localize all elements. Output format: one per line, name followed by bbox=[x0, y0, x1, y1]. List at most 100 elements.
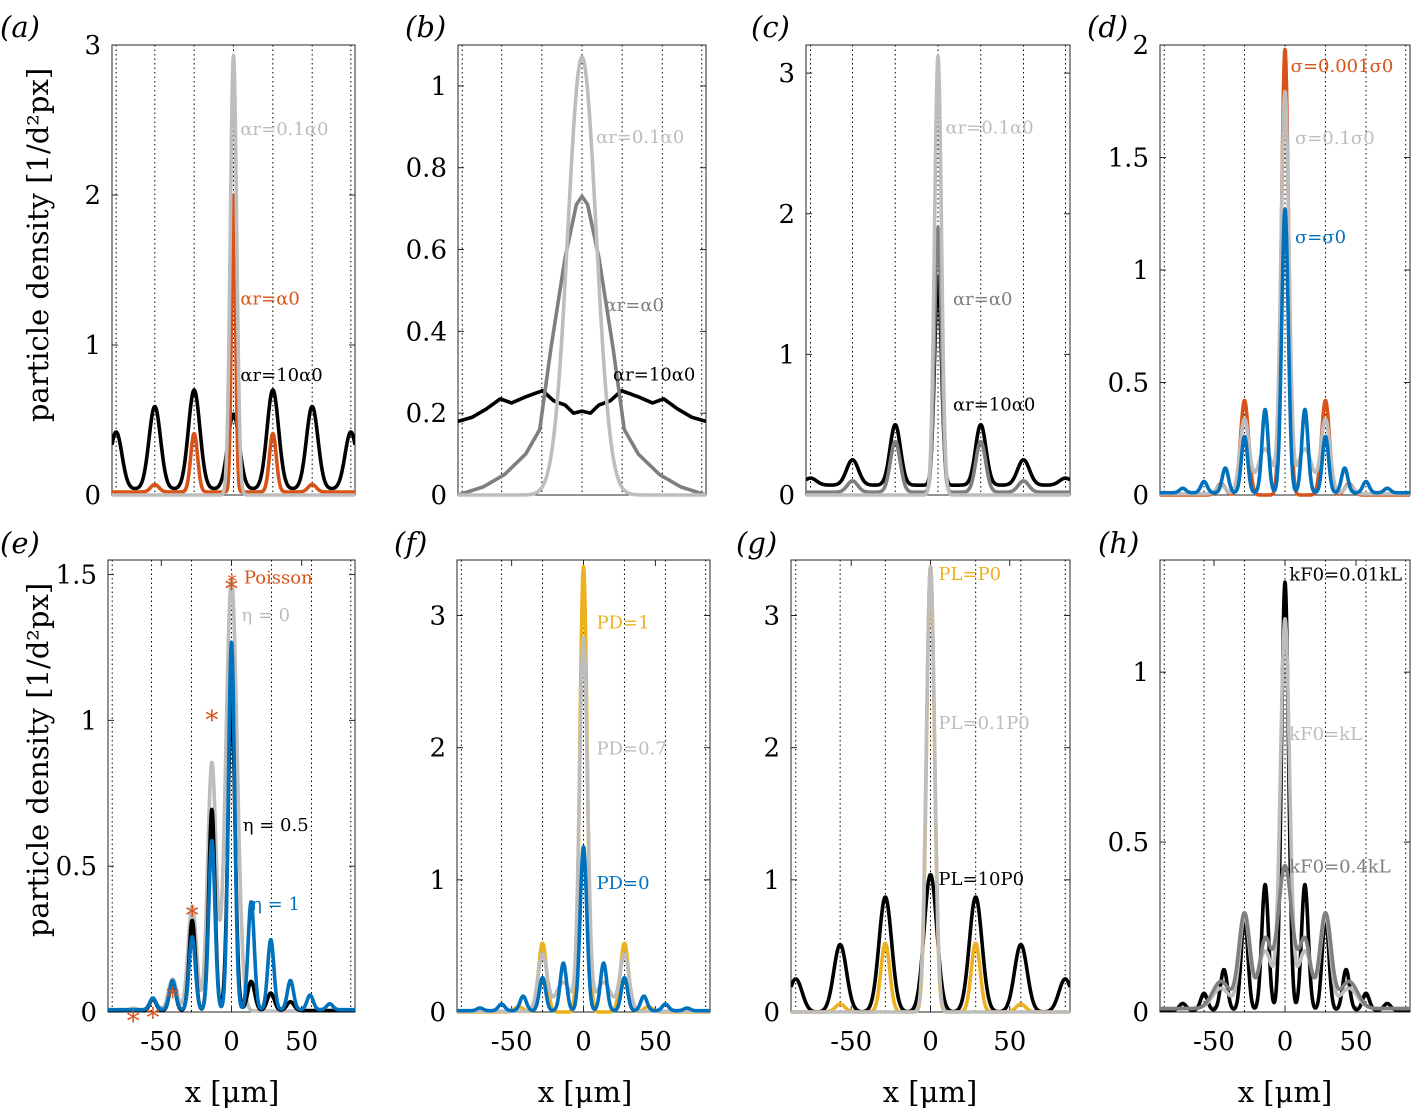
series-line bbox=[112, 388, 355, 491]
panel-label: (e) bbox=[0, 526, 40, 560]
ytick-label: 1 bbox=[763, 866, 780, 896]
panel-label: (h) bbox=[1098, 526, 1139, 560]
ytick-label: 1.5 bbox=[56, 561, 97, 591]
ytick-label: 0 bbox=[80, 998, 97, 1028]
series-annotation: η = 0 bbox=[241, 605, 290, 626]
series-annotation: PL=0.1P0 bbox=[938, 713, 1029, 734]
ytick-label: 1 bbox=[430, 72, 447, 102]
axes-box bbox=[111, 44, 356, 496]
xtick-label: -50 bbox=[1193, 1027, 1235, 1057]
series-annotation: η = 0.5 bbox=[243, 815, 309, 836]
axes-box bbox=[457, 44, 707, 496]
ytick-label: 0.5 bbox=[1108, 828, 1149, 858]
ytick-label: 1.5 bbox=[1108, 144, 1149, 174]
panel-b: 0 0.2 0.4 0.6 0.8 1 αr=0.1α0 αr=α0 αr=10α0 (b) bbox=[405, 10, 707, 511]
series-annotation: αr=α0 bbox=[605, 295, 664, 316]
panel-d: 0 0.5 1 1.5 2 σ=0.001σ0 σ=0.1σ0 σ=σ0 (d) bbox=[1087, 10, 1411, 511]
xlabel-h: x [μm] bbox=[1238, 1075, 1333, 1109]
ytick-label: 0.5 bbox=[56, 852, 97, 882]
series-line bbox=[108, 699, 355, 1013]
series-annotation: αr=0.1α0 bbox=[946, 118, 1034, 139]
xtick-label: -50 bbox=[491, 1027, 533, 1057]
ytick-label: 0 bbox=[1132, 481, 1149, 511]
series-annotation: αr=10α0 bbox=[240, 365, 322, 386]
series-group bbox=[1160, 580, 1410, 1013]
series-annotation: αr=α0 bbox=[240, 289, 299, 310]
panels: 0 1 2 3 αr=0.1α0 αr=α0 αr=10α0 (a) 0 0.2 0.4 0.6 0.8… bbox=[0, 10, 1411, 1057]
series-annotation: PD=0 bbox=[596, 873, 649, 894]
series-group bbox=[108, 577, 355, 1013]
series-annotation: kF0=kL bbox=[1289, 724, 1362, 745]
panel-label: (d) bbox=[1087, 10, 1128, 44]
series-annotation: σ=0.001σ0 bbox=[1291, 56, 1394, 77]
panel-label: (a) bbox=[0, 10, 40, 44]
series-annotation: αr=0.1α0 bbox=[596, 127, 684, 148]
ytick-label: 0.5 bbox=[1108, 369, 1149, 399]
series-line bbox=[1160, 207, 1410, 495]
series-line bbox=[1160, 580, 1410, 1013]
series-annotation: αr=0.1α0 bbox=[240, 119, 328, 140]
series-annotation: PL=P0 bbox=[938, 564, 1001, 585]
xlabel-g: x [μm] bbox=[883, 1075, 978, 1109]
ytick-label: 0 bbox=[430, 481, 447, 511]
panel-h: 0 0.5 1 -50 0 50 kF0=0.01kL kF0=kL kF0=0.4kL (h) bbox=[1098, 526, 1411, 1057]
series-annotation: kF0=0.01kL bbox=[1289, 564, 1402, 585]
series-line bbox=[112, 53, 355, 497]
poisson-marker: ∗ bbox=[203, 701, 221, 731]
series-line bbox=[806, 226, 1070, 494]
poisson-marker: ∗ bbox=[124, 1002, 142, 1032]
ytick-label: 0.2 bbox=[406, 399, 447, 429]
panel-label: (c) bbox=[751, 10, 790, 44]
xtick-label: 50 bbox=[285, 1027, 318, 1057]
xlabel-e: x [μm] bbox=[185, 1075, 280, 1109]
panel-f: 0 1 2 3 -50 0 50 PD=1 PD=0.7 PD=0 (f) bbox=[394, 526, 711, 1057]
series-line bbox=[1160, 863, 1410, 1011]
series-group bbox=[791, 564, 1070, 1014]
xtick-label: -50 bbox=[830, 1027, 872, 1057]
ylabel-row2: particle density [1/d²px] bbox=[21, 583, 55, 937]
series-line bbox=[806, 275, 1070, 487]
ytick-label: 1 bbox=[1132, 256, 1149, 286]
series-line bbox=[791, 564, 1070, 1014]
series-group bbox=[806, 54, 1070, 497]
panel-g: 0 1 2 3 -50 0 50 PL=P0 PL=0.1P0 PL=10P0 (g) bbox=[736, 526, 1071, 1057]
ytick-label: 3 bbox=[778, 59, 795, 89]
ytick-label: 3 bbox=[84, 31, 101, 61]
series-line bbox=[112, 193, 355, 494]
ytick-label: 0 bbox=[778, 481, 795, 511]
series-group bbox=[458, 55, 706, 497]
ytick-label: 3 bbox=[429, 602, 446, 632]
series-annotation: αr=10α0 bbox=[613, 364, 695, 385]
series-line bbox=[806, 54, 1070, 497]
panel-label: (b) bbox=[405, 10, 446, 44]
xtick-label: 50 bbox=[993, 1027, 1026, 1057]
series-line bbox=[457, 635, 710, 1014]
xlabel-f: x [μm] bbox=[538, 1075, 633, 1109]
ytick-label: 1 bbox=[80, 706, 97, 736]
panel-label: (f) bbox=[394, 526, 427, 560]
ytick-label: 1 bbox=[429, 866, 446, 896]
ytick-label: 0.6 bbox=[406, 236, 447, 266]
ytick-label: 0.4 bbox=[406, 317, 447, 347]
series-group bbox=[112, 53, 355, 497]
panel-a: 0 1 2 3 αr=0.1α0 αr=α0 αr=10α0 (a) bbox=[0, 10, 356, 511]
poisson-marker: ∗ bbox=[164, 978, 182, 1008]
series-line bbox=[458, 388, 706, 424]
ytick-label: 0 bbox=[429, 998, 446, 1028]
ytick-label: 1 bbox=[1132, 658, 1149, 688]
poisson-marker: ∗ bbox=[183, 896, 201, 926]
ytick-label: 0 bbox=[763, 998, 780, 1028]
xtick-label: -50 bbox=[140, 1027, 182, 1057]
axes-box bbox=[805, 44, 1071, 496]
ytick-label: 2 bbox=[778, 200, 795, 230]
series-annotation: σ=σ0 bbox=[1295, 227, 1346, 248]
series-annotation: σ=0.1σ0 bbox=[1295, 128, 1375, 149]
ytick-label: 0.8 bbox=[406, 154, 447, 184]
series-line bbox=[1160, 89, 1410, 496]
series-group bbox=[1160, 47, 1410, 497]
series-line bbox=[458, 194, 706, 497]
series-annotation: αr=10α0 bbox=[953, 395, 1035, 416]
ylabel-row1: particle density [1/d²px] bbox=[21, 68, 55, 422]
